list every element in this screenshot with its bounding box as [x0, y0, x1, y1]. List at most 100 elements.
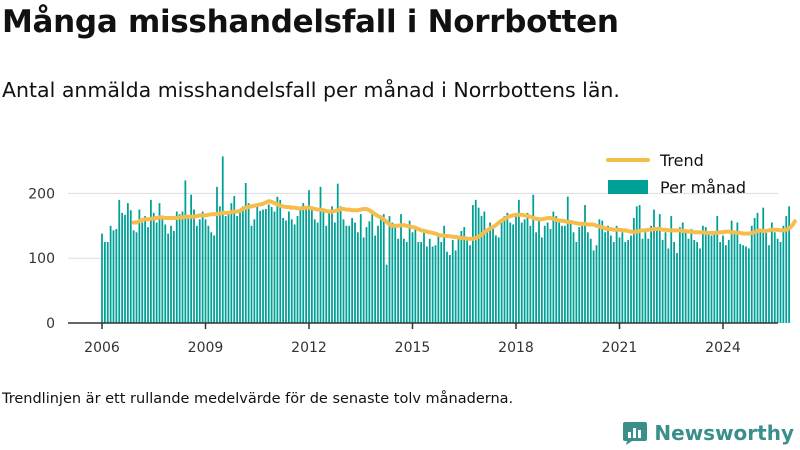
bar	[612, 242, 615, 323]
bar	[371, 214, 374, 323]
legend-swatch-bars	[608, 180, 648, 194]
bar	[497, 237, 500, 323]
bar	[532, 194, 535, 323]
bar	[517, 199, 520, 323]
bar	[549, 229, 552, 323]
bar	[506, 212, 509, 323]
bar	[707, 232, 710, 323]
bar	[224, 216, 227, 323]
bar	[270, 207, 273, 323]
bar	[635, 206, 638, 323]
bar	[529, 225, 532, 323]
bar	[454, 250, 457, 323]
bar	[768, 245, 770, 323]
bar	[664, 232, 667, 323]
bar	[333, 222, 336, 323]
bar	[239, 209, 241, 323]
legend-label-bars: Per månad	[660, 178, 746, 197]
bar	[423, 230, 425, 323]
bar	[124, 214, 126, 323]
bar	[739, 243, 742, 323]
bar	[408, 220, 411, 323]
bar	[305, 207, 308, 323]
y-tick-label: 0	[46, 316, 55, 332]
bar	[630, 235, 632, 323]
bar	[126, 203, 129, 323]
bar	[359, 214, 362, 323]
bar	[262, 209, 264, 323]
bar	[121, 212, 124, 323]
bar	[402, 238, 405, 323]
bar	[296, 216, 299, 323]
bar	[328, 212, 331, 323]
bar	[515, 216, 517, 323]
bar	[362, 237, 365, 323]
trend-line	[131, 199, 797, 241]
bar	[285, 220, 287, 323]
bar	[221, 156, 224, 323]
bar	[193, 209, 195, 323]
bar	[144, 216, 147, 323]
bar	[397, 238, 400, 323]
bar	[379, 219, 382, 323]
bar	[598, 219, 601, 323]
bar	[661, 240, 664, 323]
bar	[555, 216, 558, 323]
bar	[607, 225, 609, 323]
bar	[155, 222, 158, 323]
bar	[201, 211, 204, 323]
bar	[302, 203, 305, 323]
bar	[512, 224, 515, 323]
bar	[345, 225, 348, 323]
bar	[207, 225, 210, 323]
bar	[745, 246, 747, 323]
bar	[264, 208, 267, 323]
bar	[696, 242, 699, 323]
bar	[742, 245, 745, 323]
brand-logo[interactable]: Newsworthy	[622, 420, 794, 446]
bar	[788, 206, 791, 323]
bar	[325, 225, 328, 323]
bar	[385, 264, 388, 323]
legend: Trend Per månad	[606, 151, 746, 197]
bar	[615, 225, 618, 323]
bar	[190, 194, 193, 323]
bar	[535, 232, 538, 323]
bar	[181, 211, 184, 323]
bar	[115, 229, 118, 323]
bar	[339, 206, 342, 323]
bar	[724, 245, 727, 323]
bar	[443, 225, 446, 323]
bar	[198, 219, 201, 323]
bar	[457, 238, 460, 323]
bar	[175, 211, 178, 323]
bar	[581, 225, 584, 323]
bar	[218, 206, 221, 323]
bar	[520, 222, 523, 323]
bar	[627, 240, 630, 323]
bar	[273, 211, 276, 323]
bar	[227, 211, 230, 323]
bar	[489, 222, 492, 323]
footnote: Trendlinjen är ett rullande medelvärde f…	[2, 391, 514, 407]
bar	[492, 227, 494, 323]
bar	[785, 216, 788, 323]
bar	[342, 219, 345, 323]
bar	[733, 232, 736, 323]
bar	[316, 222, 319, 323]
page-subtitle: Antal anmälda misshandelsfall per månad …	[2, 78, 620, 102]
bar	[425, 246, 428, 323]
bar	[624, 242, 627, 323]
bar	[161, 219, 164, 323]
x-tick-label: 2009	[188, 340, 224, 356]
bar	[727, 240, 730, 323]
bar	[336, 183, 339, 323]
bar	[701, 225, 704, 323]
bar	[466, 240, 469, 323]
bar	[558, 222, 561, 323]
brand-name: Newsworthy	[654, 421, 794, 445]
bar	[451, 240, 454, 323]
bar	[213, 235, 216, 323]
bar	[437, 233, 440, 323]
bar	[322, 211, 325, 323]
